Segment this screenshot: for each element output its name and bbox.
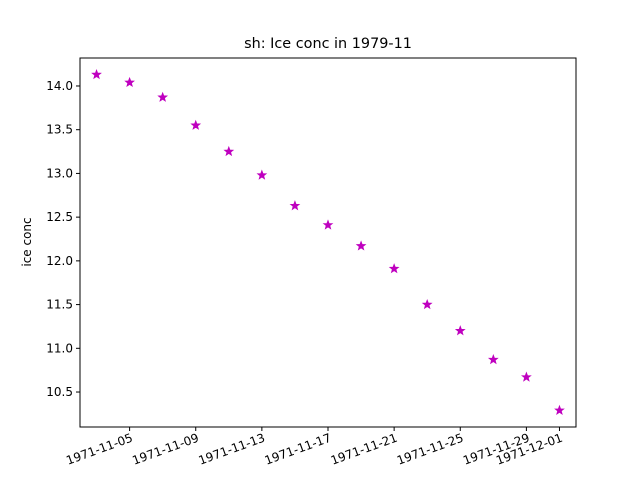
data-point <box>554 404 565 415</box>
data-point <box>91 68 102 80</box>
y-axis-ticks: 10.5 11.0 11.5 12.0 12.5 13.0 13.5 14.0 <box>46 79 80 399</box>
y-tick-label: 10.5 <box>46 385 73 399</box>
x-tick-label: 1971-11-17 <box>263 431 333 468</box>
x-tick-label: 1971-11-09 <box>130 431 200 468</box>
y-tick-label: 11.5 <box>46 298 73 312</box>
y-axis-label: ice conc <box>20 217 34 266</box>
data-points <box>91 68 565 415</box>
y-tick-label: 12.5 <box>46 210 73 224</box>
x-tick-label: 1971-11-25 <box>395 431 465 468</box>
data-point <box>223 145 235 157</box>
data-point <box>157 91 169 102</box>
chart-title: sh: Ice conc in 1979-11 <box>244 36 412 52</box>
y-tick-label: 11.0 <box>46 341 73 355</box>
data-point <box>487 354 499 365</box>
x-tick-label: 1971-11-21 <box>329 431 399 468</box>
data-point <box>289 200 301 211</box>
x-tick-label: 1971-11-05 <box>64 431 134 468</box>
x-tick-label: 1971-11-13 <box>197 431 267 468</box>
data-point <box>421 298 433 310</box>
data-point <box>521 371 532 382</box>
plot-frame <box>79 57 577 428</box>
data-point <box>454 325 466 336</box>
data-point <box>322 219 334 230</box>
y-tick-label: 13.5 <box>46 123 73 137</box>
data-point <box>124 76 135 88</box>
y-tick-label: 13.0 <box>46 166 73 180</box>
data-point <box>190 119 202 130</box>
y-tick-label: 14.0 <box>46 79 73 93</box>
y-tick-label: 12.0 <box>46 254 73 268</box>
data-point <box>256 169 268 180</box>
x-axis-ticks: 1971-11-051971-11-091971-11-131971-11-17… <box>64 427 564 468</box>
data-point <box>355 240 367 251</box>
data-point <box>388 263 400 274</box>
